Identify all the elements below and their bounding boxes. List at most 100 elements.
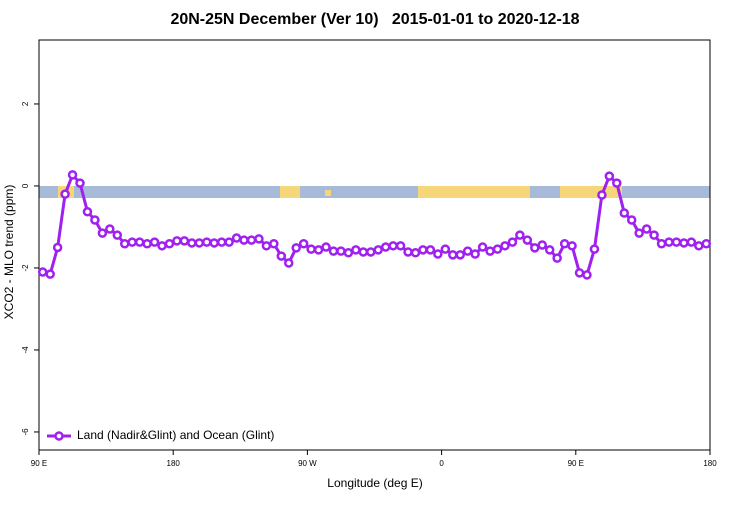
data-point (537, 240, 547, 250)
data-point (552, 253, 562, 263)
data-point (119, 239, 130, 249)
data-point (492, 244, 503, 254)
y-axis-label: XCO2 - MLO trend (ppm) (2, 185, 16, 320)
data-point (157, 241, 167, 251)
data-point (291, 243, 301, 253)
data-point (634, 228, 644, 238)
data-point (507, 237, 518, 247)
data-point (306, 244, 316, 254)
x-tick-label: 0 (439, 459, 444, 468)
data-point (567, 241, 577, 251)
data-point (351, 245, 361, 255)
data-point (313, 245, 324, 255)
data-point (328, 246, 339, 256)
data-point (298, 239, 309, 249)
y-tick-label: -6 (21, 428, 30, 436)
data-point (179, 236, 190, 246)
chart-title: 20N-25N December (Ver 10) 2015-01-01 to … (170, 11, 579, 28)
data-point (597, 190, 607, 200)
data-point (380, 242, 391, 252)
data-point (231, 233, 242, 243)
data-point (82, 207, 93, 217)
data-point (209, 238, 219, 248)
data-point (686, 237, 697, 247)
x-tick-label: 180 (167, 459, 181, 468)
map-strip (39, 186, 710, 198)
data-point (75, 178, 85, 188)
x-tick-label: 90 E (31, 459, 47, 468)
legend-marker (54, 431, 64, 441)
data-point (336, 246, 346, 256)
data-point (254, 234, 264, 244)
data-point (127, 237, 137, 247)
data-point (485, 246, 495, 256)
data-point (500, 241, 510, 251)
data-point (134, 237, 145, 247)
data-point (574, 268, 585, 278)
data-point (149, 237, 160, 247)
data-point (671, 237, 682, 247)
data-point (403, 247, 413, 257)
y-tick-label: 2 (21, 101, 30, 106)
data-point (425, 245, 436, 255)
data-point (112, 230, 123, 240)
data-point (269, 239, 279, 249)
data-point (321, 242, 331, 252)
data-point (216, 237, 227, 247)
data-point (641, 224, 652, 234)
y-tick-label: -4 (21, 346, 30, 354)
data-point (589, 244, 600, 254)
data-point (97, 228, 108, 238)
data-point (37, 267, 48, 277)
data-point (626, 215, 637, 225)
data-point (470, 249, 480, 259)
x-tick-label: 180 (703, 459, 717, 468)
data-point (604, 171, 615, 181)
data-point (455, 250, 465, 260)
x-tick-label: 90 W (298, 459, 317, 468)
data-point (239, 235, 249, 245)
data-point (410, 248, 421, 258)
data-point (366, 247, 376, 257)
data-point (462, 246, 473, 256)
data-point (694, 241, 704, 251)
data-point (224, 237, 234, 247)
data-point (358, 247, 369, 257)
data-point (261, 241, 272, 251)
data-point (649, 230, 659, 240)
data-point (522, 235, 533, 245)
data-point (656, 239, 667, 249)
data-point (440, 244, 451, 254)
data-point (418, 245, 428, 255)
data-point (477, 242, 488, 252)
data-point (45, 269, 55, 279)
data-point (619, 208, 630, 218)
legend-label: Land (Nadir&Glint) and Ocean (Glint) (77, 428, 274, 442)
data-point (388, 241, 398, 251)
data-point (373, 245, 383, 255)
data-point (202, 237, 212, 247)
data-point (664, 237, 674, 247)
data-point (60, 189, 70, 199)
data-point (544, 245, 555, 255)
data-point (67, 170, 78, 180)
data-point (343, 248, 354, 258)
data-point (448, 250, 458, 260)
data-point (276, 251, 287, 261)
data-point (395, 241, 406, 251)
data-point (105, 224, 115, 234)
x-axis-label: Longitude (deg E) (327, 476, 422, 490)
data-point (172, 236, 182, 246)
data-point (142, 239, 152, 249)
x-tick-label: 90 E (568, 459, 584, 468)
data-point (530, 243, 540, 253)
data-point (612, 178, 622, 188)
data-point (679, 238, 689, 248)
data-point (559, 239, 570, 249)
data-point (515, 230, 525, 240)
data-point (246, 235, 257, 245)
data-point (164, 239, 175, 249)
data-point (582, 270, 592, 280)
data-point (90, 215, 100, 225)
